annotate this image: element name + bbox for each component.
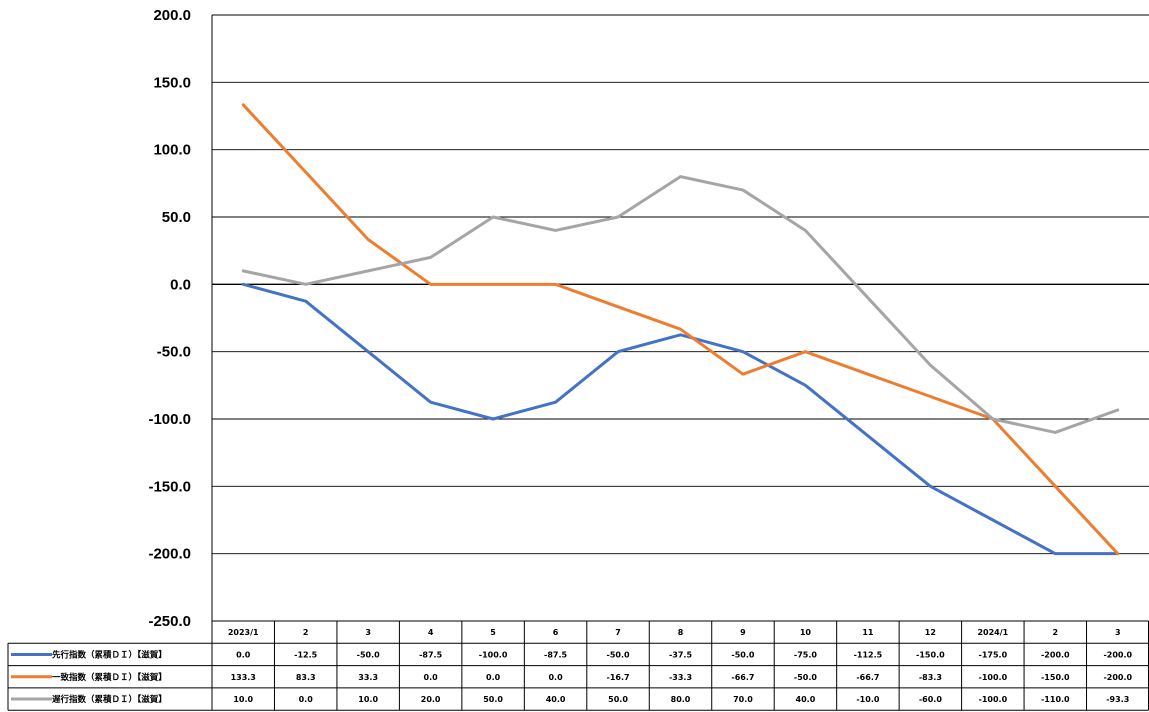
data-label: 80.0 bbox=[671, 695, 691, 704]
data-label: 50.0 bbox=[483, 695, 503, 704]
data-label: -37.5 bbox=[669, 650, 692, 659]
y-tick-label: 50.0 bbox=[162, 209, 191, 226]
y-tick-label: -150.0 bbox=[148, 478, 191, 495]
data-label: -75.0 bbox=[794, 650, 817, 659]
category-label: 11 bbox=[862, 628, 874, 637]
data-label: -93.3 bbox=[1106, 695, 1129, 704]
category-label: 8 bbox=[678, 628, 684, 637]
series-line-3 bbox=[241, 175, 1120, 434]
category-label: 7 bbox=[615, 628, 621, 637]
series-name: 先行指数（累積ＤＩ）【滋賀】 bbox=[52, 649, 167, 660]
data-table: 2023/1 2 3 4 5 6 7 8 9 10 11 12 2024/1 2 3 先行指数（累積ＤＩ）【滋… bbox=[7, 620, 1149, 711]
category-label: 6 bbox=[553, 628, 559, 637]
data-label: 50.0 bbox=[608, 695, 628, 704]
data-label: -112.5 bbox=[854, 650, 883, 659]
category-label: 5 bbox=[490, 628, 496, 637]
data-label: -66.7 bbox=[731, 673, 754, 682]
data-label: 0.0 bbox=[486, 673, 501, 682]
y-tick-label: -200.0 bbox=[148, 546, 191, 563]
data-label: -100.0 bbox=[979, 673, 1008, 682]
data-label: 10.0 bbox=[233, 695, 253, 704]
category-label: 2023/1 bbox=[228, 628, 259, 637]
data-label: 70.0 bbox=[733, 695, 753, 704]
data-label: -33.3 bbox=[669, 673, 692, 682]
y-axis: 200.0 150.0 100.0 50.0 0.0 -50.0 -100.0 -150.0 -… bbox=[148, 7, 213, 630]
data-label: 10.0 bbox=[358, 695, 378, 704]
y-tick-label: 150.0 bbox=[153, 74, 191, 91]
category-label: 2 bbox=[303, 628, 309, 637]
category-label: 2024/1 bbox=[977, 628, 1008, 637]
data-label: -150.0 bbox=[916, 650, 945, 659]
data-label: 20.0 bbox=[421, 695, 441, 704]
data-label: 0.0 bbox=[299, 695, 314, 704]
y-tick-label: 100.0 bbox=[153, 142, 191, 159]
category-label: 9 bbox=[740, 628, 746, 637]
data-label: -87.5 bbox=[544, 650, 567, 659]
data-label: -200.0 bbox=[1103, 673, 1132, 682]
series-lines bbox=[241, 103, 1120, 556]
data-label: -83.3 bbox=[919, 673, 942, 682]
y-tick-label: -100.0 bbox=[148, 411, 191, 428]
data-label: -50.0 bbox=[794, 673, 817, 682]
data-label: -60.0 bbox=[919, 695, 942, 704]
data-label: 40.0 bbox=[546, 695, 566, 704]
y-tick-label: -250.0 bbox=[148, 613, 191, 630]
data-label: -50.0 bbox=[357, 650, 380, 659]
data-label: 0.0 bbox=[424, 673, 439, 682]
series-line-1 bbox=[241, 282, 1120, 556]
series-name: 一致指数（累積ＤＩ）【滋賀】 bbox=[52, 672, 167, 683]
data-label: -100.0 bbox=[479, 650, 508, 659]
data-label: -100.0 bbox=[979, 695, 1008, 704]
data-label: 0.0 bbox=[236, 650, 251, 659]
y-tick-label: 200.0 bbox=[153, 7, 191, 24]
category-label: 2 bbox=[1053, 628, 1059, 637]
data-label: -175.0 bbox=[979, 650, 1008, 659]
data-label: -200.0 bbox=[1103, 650, 1132, 659]
category-label: 3 bbox=[365, 628, 371, 637]
data-label: 40.0 bbox=[796, 695, 816, 704]
y-tick-label: 0.0 bbox=[170, 276, 191, 293]
category-label: 4 bbox=[428, 628, 434, 637]
data-label: -150.0 bbox=[1041, 673, 1070, 682]
data-label: 0.0 bbox=[548, 673, 563, 682]
data-label: 133.3 bbox=[231, 673, 256, 682]
data-label: -66.7 bbox=[856, 673, 879, 682]
series-name: 遅行指数（累積ＤＩ）【滋賀】 bbox=[52, 694, 167, 705]
data-label: -10.0 bbox=[856, 695, 879, 704]
gridlines bbox=[212, 14, 1149, 555]
category-label: 3 bbox=[1115, 628, 1121, 637]
data-label: -12.5 bbox=[294, 650, 317, 659]
category-label: 10 bbox=[800, 628, 812, 637]
category-label: 12 bbox=[925, 628, 936, 637]
y-tick-label: -50.0 bbox=[157, 344, 191, 361]
series-line-2 bbox=[241, 103, 1120, 556]
data-label: -200.0 bbox=[1041, 650, 1070, 659]
data-label: 33.3 bbox=[358, 673, 378, 682]
data-label: -87.5 bbox=[419, 650, 442, 659]
data-label: -16.7 bbox=[607, 673, 630, 682]
data-label: -50.0 bbox=[731, 650, 754, 659]
data-label: -50.0 bbox=[607, 650, 630, 659]
data-label: -110.0 bbox=[1041, 695, 1070, 704]
data-label: 83.3 bbox=[296, 673, 316, 682]
